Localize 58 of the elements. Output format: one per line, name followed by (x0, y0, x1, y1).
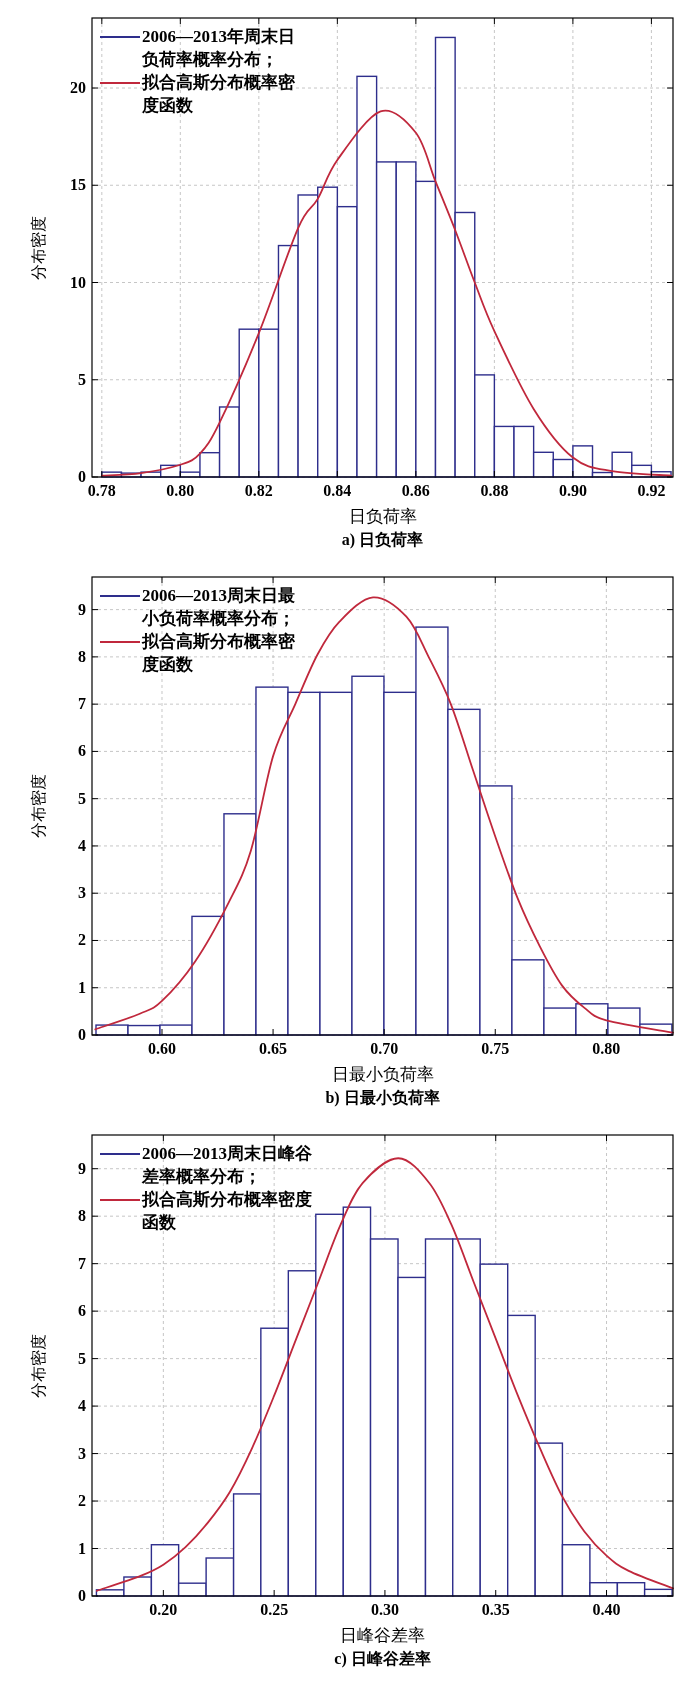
x-tick-label: 0.88 (480, 482, 509, 499)
y-tick-label: 8 (78, 647, 86, 665)
x-tick-label: 0.78 (87, 482, 116, 499)
y-tick-label: 1 (78, 978, 86, 996)
legend-label: 拟合高斯分布概率密度函数 (141, 73, 296, 115)
x-tick-label: 0.65 (259, 1040, 288, 1057)
y-tick-label: 3 (78, 1444, 86, 1462)
x-tick-label: 0.75 (481, 1040, 510, 1057)
x-tick-label: 0.30 (370, 1601, 399, 1618)
x-tick-label: 0.82 (244, 482, 273, 499)
y-tick-label: 7 (78, 1254, 86, 1272)
x-tick-label: 0.40 (592, 1601, 621, 1618)
x-tick-label: 0.80 (592, 1040, 621, 1057)
y-tick-label: 5 (78, 370, 86, 388)
text: a) 日负荷率 (341, 530, 424, 549)
y-tick-label: 0 (78, 1026, 86, 1043)
y-tick-label: 15 (70, 176, 86, 194)
legend-label: 拟合高斯分布概率密度函数 (141, 1190, 312, 1232)
x-tick-label: 0.60 (147, 1040, 176, 1057)
y-tick-label: 2 (78, 1492, 86, 1510)
x-axis-title: 日最小负荷率 (331, 1065, 434, 1084)
y-axis-title: 分布密度 (30, 774, 47, 838)
x-tick-label: 0.90 (558, 482, 587, 499)
y-tick-label: 5 (78, 1349, 86, 1367)
y-tick-label: 1 (78, 1539, 86, 1557)
legend-label: 拟合高斯分布概率密度函数 (141, 632, 296, 674)
y-tick-label: 6 (78, 1302, 86, 1320)
y-tick-label: 8 (78, 1207, 86, 1225)
y-tick-label: 4 (78, 836, 86, 854)
text: b) 日最小负荷率 (325, 1088, 440, 1107)
y-tick-label: 7 (78, 695, 86, 713)
x-tick-label: 0.70 (370, 1040, 399, 1057)
text: c) 日峰谷差率 (334, 1649, 431, 1668)
legend-label: 2006—2013周末日峰谷差率概率分布； (141, 1144, 313, 1186)
x-tick-label: 0.35 (481, 1601, 510, 1618)
y-tick-label: 0 (78, 1587, 86, 1604)
x-tick-label: 0.25 (260, 1601, 289, 1618)
x-tick-label: 0.86 (401, 482, 430, 499)
x-axis-title: 日负荷率 (348, 507, 417, 526)
x-tick-label: 0.84 (323, 482, 352, 499)
x-tick-label: 0.80 (166, 482, 195, 499)
y-axis-title: 分布密度 (30, 215, 47, 280)
y-tick-label: 9 (78, 1159, 86, 1177)
x-tick-label: 0.92 (637, 482, 666, 499)
y-tick-label: 5 (78, 789, 86, 807)
y-tick-label: 6 (78, 742, 86, 760)
y-tick-label: 0 (78, 468, 86, 485)
y-tick-label: 10 (70, 273, 86, 291)
y-tick-label: 3 (78, 884, 86, 902)
legend-label: 2006—2013年周末日负荷率概率分布； (141, 27, 295, 69)
x-tick-label: 0.20 (149, 1601, 178, 1618)
y-tick-label: 4 (78, 1397, 86, 1415)
y-tick-label: 20 (70, 79, 86, 97)
x-axis-title: 日峰谷差率 (340, 1626, 425, 1645)
y-tick-label: 9 (78, 600, 86, 618)
y-tick-label: 2 (78, 931, 86, 949)
y-axis-title: 分布密度 (30, 1333, 47, 1398)
legend-label: 2006—2013周末日最小负荷率概率分布； (141, 586, 295, 628)
